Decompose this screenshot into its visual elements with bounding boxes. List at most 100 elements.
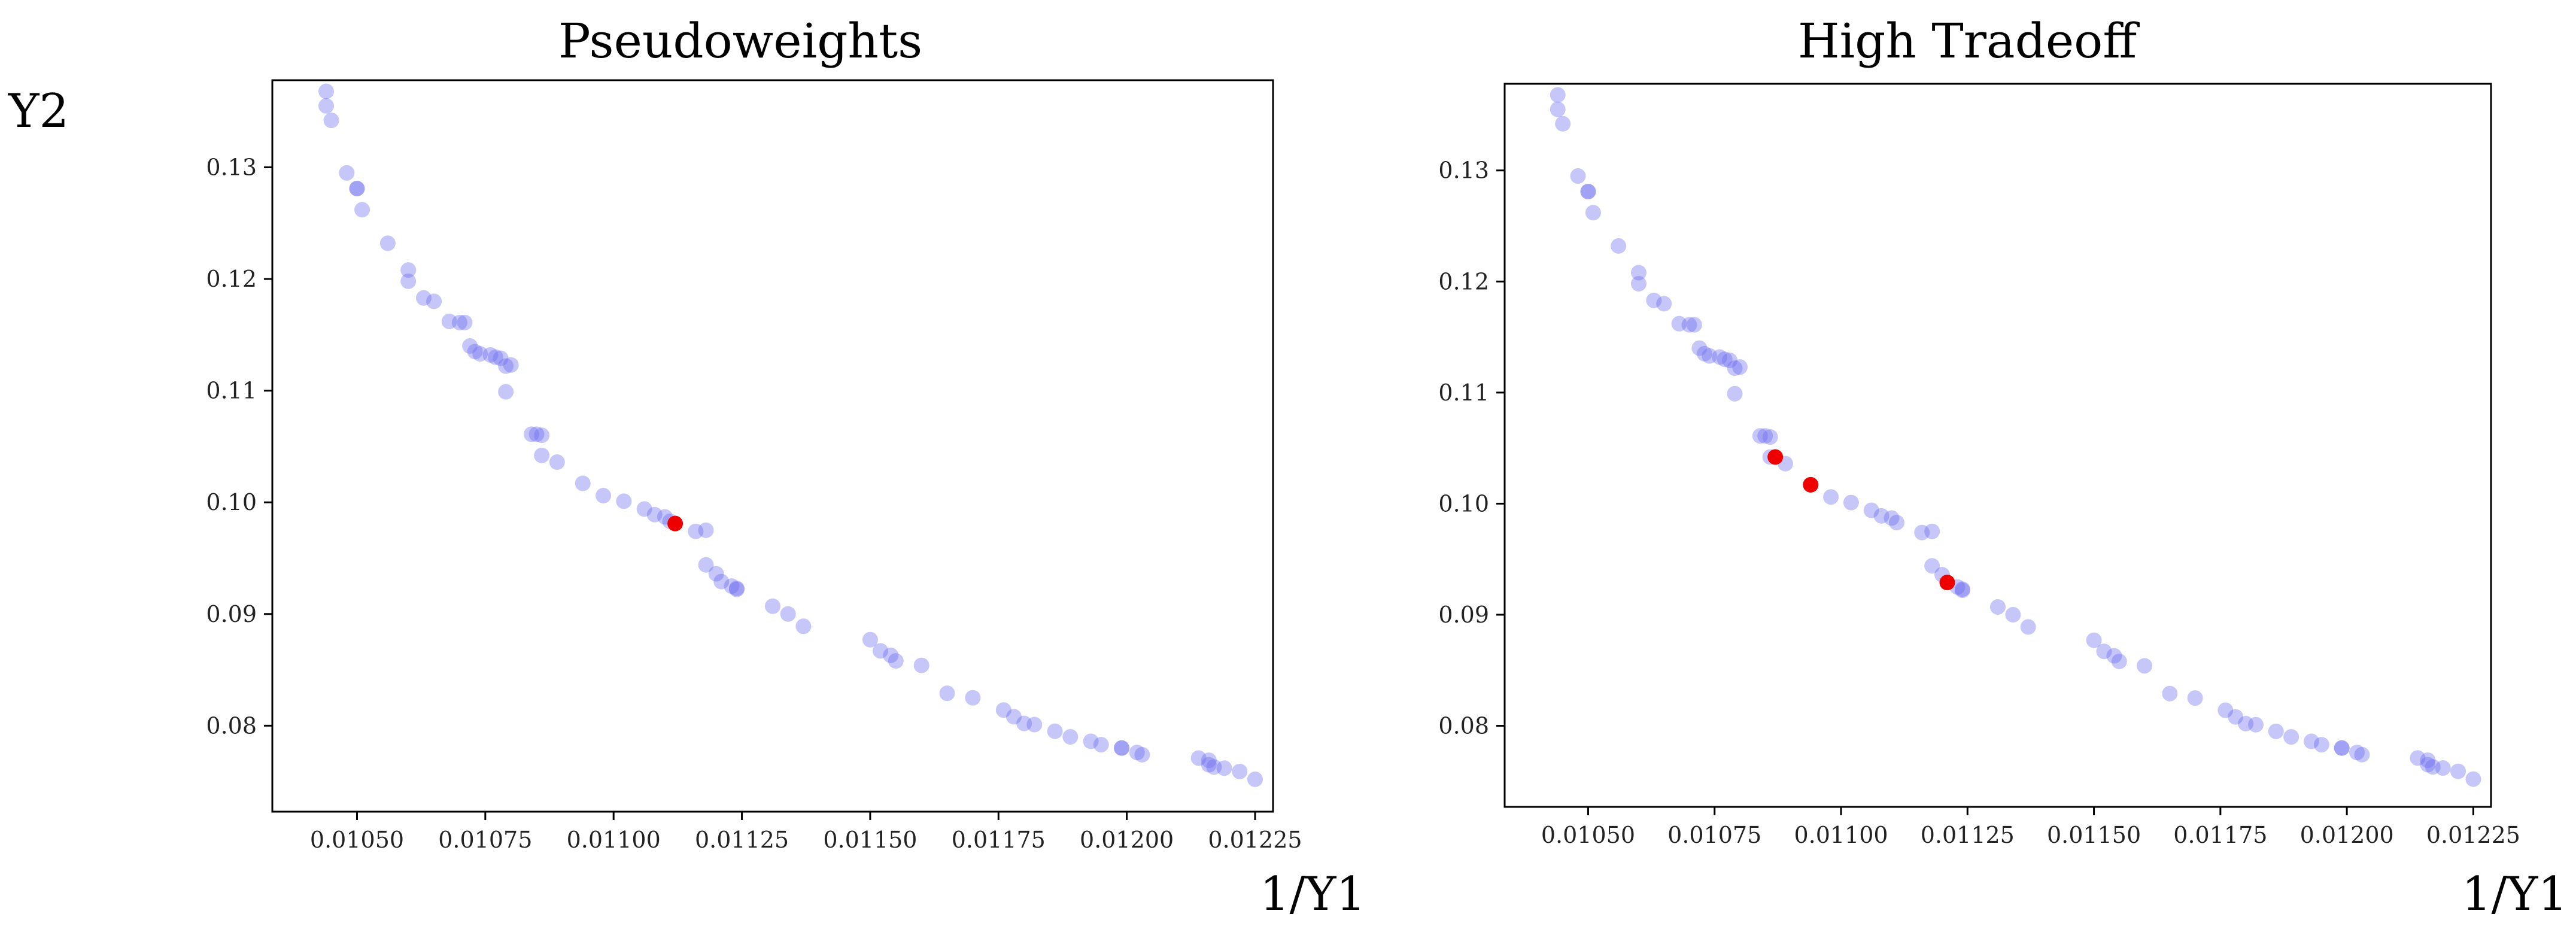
pseudoweights-data-point (349, 180, 365, 196)
pseudoweights-data-point (1232, 763, 1248, 779)
high-tradeoff-data-point (1550, 101, 1566, 117)
high-tradeoff-x-tick-label: 0.01075 (1667, 822, 1761, 848)
pseudoweights-data-point (1201, 757, 1217, 773)
pseudoweights-plot-frame (271, 79, 1274, 813)
high-tradeoff-data-point (1914, 524, 1930, 541)
pseudoweights-data-point (451, 314, 467, 330)
pseudoweights-x-tick-label: 0.01175 (952, 827, 1046, 853)
high-tradeoff-y-tick-label: 0.08 (1438, 713, 1489, 739)
high-tradeoff-x-tick-label: 0.01100 (1794, 822, 1888, 848)
pseudoweights-data-point (462, 338, 478, 354)
pseudoweights-data-point (467, 344, 483, 360)
high-tradeoff-data-point (1712, 349, 1728, 365)
pseudoweights-data-point (1216, 760, 1232, 776)
pseudoweights-panel: Pseudoweights 0.01050 0.01075 0.01100 0.011… (206, 13, 1366, 921)
high-tradeoff-data-point (1686, 317, 1702, 333)
pseudoweights-x-tick-label: 0.01125 (695, 827, 789, 853)
pseudoweights-data-point (493, 350, 509, 366)
pseudoweights-data-point (795, 618, 812, 634)
high-tradeoff-data-point (2334, 740, 2350, 756)
high-tradeoff-data-point (2450, 763, 2466, 779)
high-tradeoff-data-point (1727, 385, 1743, 402)
high-tradeoff-y-tick-label: 0.13 (1438, 157, 1489, 184)
pseudoweights-data-point (1083, 733, 1099, 749)
pseudoweights-data-point (1114, 740, 1130, 756)
pseudoweights-data-point (708, 566, 724, 582)
high-tradeoff-data-point (2005, 606, 2021, 623)
high-tradeoff-data-point (1823, 489, 1839, 505)
high-tradeoff-data-point (1954, 582, 1970, 599)
high-tradeoff-selected-point (1803, 476, 1819, 493)
pseudoweights-data-point (426, 293, 442, 309)
pseudoweights-data-point (1114, 740, 1130, 756)
pseudoweights-data-point (698, 557, 714, 573)
pseudoweights-data-point (698, 522, 714, 538)
high-tradeoff-data-point (2137, 658, 2153, 674)
high-tradeoff-data-point (1731, 359, 1748, 375)
pseudoweights-title: Pseudoweights (558, 13, 922, 69)
high-tradeoff-data-point (1954, 581, 1970, 597)
high-tradeoff-data-point (1681, 317, 1697, 333)
pseudoweights-data-point (1047, 723, 1063, 739)
pseudoweights-data-point (318, 83, 335, 99)
pseudoweights-data-point (862, 631, 878, 648)
pseudoweights-data-point (1190, 750, 1207, 766)
high-tradeoff-data-point (2283, 729, 2299, 745)
high-tradeoff-data-point (1611, 238, 1627, 254)
high-tradeoff-data-point (2217, 702, 2234, 718)
pseudoweights-x-tick-label: 0.01200 (1080, 827, 1174, 853)
pseudoweights-data-point (457, 314, 473, 330)
pseudoweights-y-tick-label: 0.10 (206, 489, 257, 515)
pseudoweights-x-tick-label: 0.01225 (1208, 827, 1302, 853)
high-tradeoff-data-point (2238, 715, 2254, 731)
pseudoweights-data-point (349, 180, 365, 196)
high-tradeoff-y-tick-label: 0.12 (1438, 268, 1489, 295)
pseudoweights-data-point (724, 578, 740, 594)
high-tradeoff-y-tick-label: 0.11 (1438, 379, 1489, 406)
pseudoweights-data-point (524, 426, 540, 442)
high-tradeoff-ticks: 0.01050 0.01075 0.01100 0.01125 0.01150 0.011… (1438, 157, 2520, 848)
high-tradeoff-data-point (1717, 351, 1733, 368)
pseudoweights-data-point (534, 447, 550, 463)
pseudoweights-x-tick-label: 0.01075 (438, 827, 532, 853)
high-tradeoff-x-tick-label: 0.01225 (2426, 822, 2520, 848)
high-tradeoff-y-tick-label: 0.10 (1438, 490, 1489, 517)
high-tradeoff-data-point (1671, 315, 1687, 332)
high-tradeoff-data-point (2086, 632, 2102, 648)
high-tradeoff-data-point (2334, 740, 2350, 756)
high-tradeoff-x-axis-label: 1/Y1 (2462, 867, 2568, 921)
pseudoweights-data-point (913, 657, 929, 673)
high-tradeoff-data-point (2465, 771, 2481, 787)
pseudoweights-y-tick-label: 0.08 (206, 712, 257, 739)
high-tradeoff-data-point (1555, 116, 1571, 132)
pseudoweights-data-point (498, 384, 514, 400)
pseudoweights-data-point (415, 290, 432, 306)
pseudoweights-data-point (995, 702, 1011, 718)
high-tradeoff-data-point (2020, 619, 2036, 635)
pseudoweights-data-point (318, 98, 335, 114)
high-tradeoff-data-point (2106, 648, 2122, 664)
high-tradeoff-data-point (2248, 716, 2264, 733)
high-tradeoff-data-point (2268, 723, 2284, 739)
pseudoweights-data-point (1016, 715, 1032, 731)
high-tradeoff-data-point (2420, 757, 2436, 773)
high-tradeoff-data-point (2425, 759, 2441, 775)
pseudoweights-data-point (549, 454, 565, 470)
pseudoweights-y-tick-label: 0.12 (206, 266, 257, 292)
pseudoweights-y-tick-label: 0.11 (206, 378, 257, 404)
pseudoweights-data-point (1134, 746, 1150, 763)
pseudoweights-data-point (339, 165, 355, 181)
high-tradeoff-data-point (2420, 752, 2436, 769)
high-tradeoff-x-tick-label: 0.01150 (2047, 822, 2141, 848)
high-tradeoff-panel: High Tradeoff 0.01050 0.01075 0.01100 0.011… (1438, 13, 2568, 921)
pseudoweights-data-point (1247, 771, 1263, 787)
high-tradeoff-x-tick-label: 0.01050 (1541, 822, 1635, 848)
high-tradeoff-data-point (1646, 292, 1662, 308)
pseudoweights-data-point (636, 501, 652, 517)
high-tradeoff-data-point (1585, 205, 1601, 221)
high-tradeoff-data-point (2435, 760, 2451, 776)
pseudoweights-x-tick-label: 0.01150 (823, 827, 917, 853)
pseudoweights-data-point (575, 475, 591, 491)
pseudoweights-data-point (616, 493, 632, 509)
